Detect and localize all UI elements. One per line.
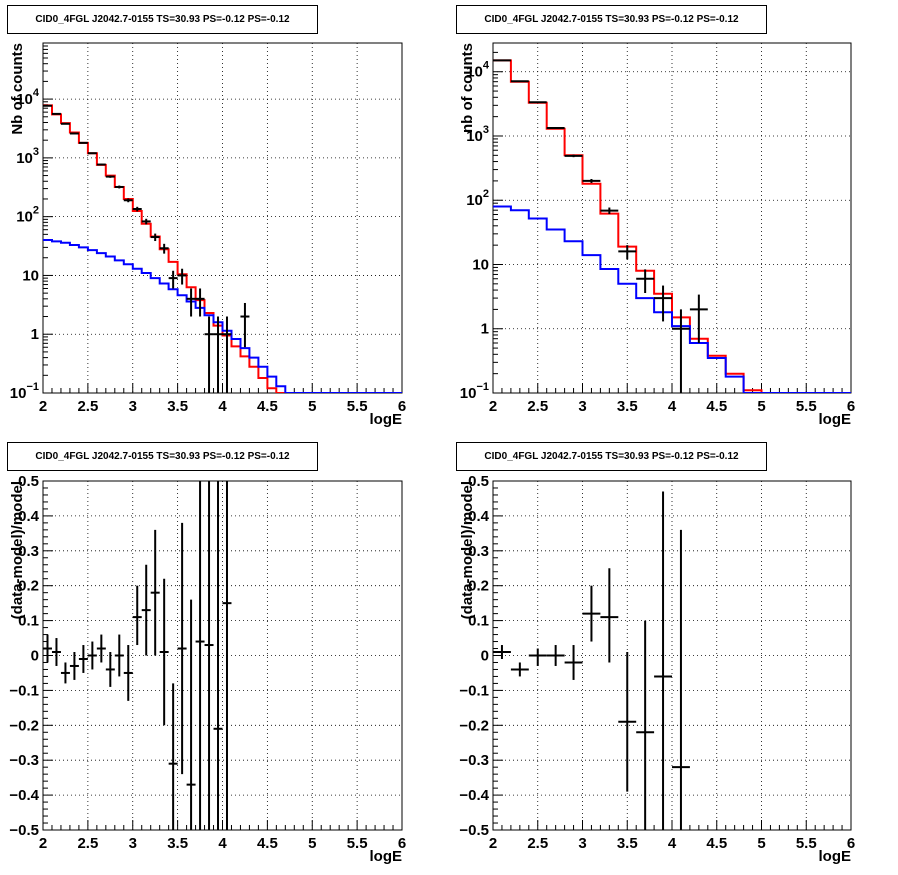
y-tick-label: −0.1	[9, 682, 39, 699]
y-tick-label: 0.2	[468, 578, 489, 595]
x-tick-label: 4	[668, 398, 677, 415]
x-tick-label: 3	[129, 398, 137, 415]
y-tick-label: −0.4	[9, 787, 39, 804]
y-axis-label: nb of counts	[459, 43, 476, 133]
x-tick-label: 6	[847, 835, 855, 852]
x-tick-label: 2	[489, 835, 497, 852]
y-tick-label: 10−1	[10, 381, 39, 402]
x-tick-label: 5	[308, 835, 316, 852]
y-axis-label: (data-model)/model	[459, 481, 476, 619]
x-tick-label: 2	[39, 398, 47, 415]
x-tick-label: 4.5	[257, 398, 278, 415]
y-tick-label: 0	[481, 648, 489, 665]
x-tick-label: 6	[398, 835, 406, 852]
x-tick-label: 5	[757, 835, 765, 852]
y-tick-label: 0.1	[18, 613, 39, 630]
y-tick-label: −0.3	[459, 752, 489, 769]
x-axis-label: logE	[819, 848, 852, 865]
y-tick-label: −0.5	[459, 822, 489, 839]
y-tick-label: 0.3	[468, 543, 489, 560]
y-tick-label: 102	[466, 188, 489, 209]
panel-title: CID0_4FGL J2042.7-0155 TS=30.93 PS=-0.12…	[7, 5, 318, 34]
x-tick-label: 3	[129, 835, 137, 852]
y-tick-label: 103	[16, 146, 39, 167]
x-tick-label: 5.5	[347, 835, 368, 852]
y-tick-label: 1	[31, 326, 39, 343]
y-tick-label: 0.1	[468, 613, 489, 630]
y-tick-label: 0.5	[18, 473, 39, 490]
x-tick-label: 3.5	[167, 835, 188, 852]
x-axis-label: logE	[370, 411, 403, 428]
y-tick-label: 102	[16, 205, 39, 226]
panel-title: CID0_4FGL J2042.7-0155 TS=30.93 PS=-0.12…	[456, 5, 767, 34]
y-tick-label: −0.1	[459, 682, 489, 699]
y-tick-label: −0.3	[9, 752, 39, 769]
x-tick-label: 4	[218, 398, 227, 415]
x-axis-label: logE	[819, 411, 852, 428]
y-tick-label: 10−1	[460, 381, 489, 402]
histogram-series-2	[43, 239, 402, 393]
x-tick-label: 4	[668, 835, 677, 852]
x-tick-label: 5.5	[347, 398, 368, 415]
y-tick-label: 0	[31, 648, 39, 665]
histogram-series-1	[43, 104, 402, 393]
x-tick-label: 3.5	[617, 398, 638, 415]
x-tick-label: 4.5	[706, 835, 727, 852]
x-tick-label: 5	[757, 398, 765, 415]
y-tick-label: 0.4	[468, 508, 490, 525]
y-axis-label: Nb of counts	[9, 43, 26, 135]
panel-title: CID0_4FGL J2042.7-0155 TS=30.93 PS=-0.12…	[7, 442, 318, 471]
y-tick-label: 0.5	[468, 473, 489, 490]
y-tick-label: −0.2	[9, 717, 39, 734]
data-layer	[493, 59, 851, 393]
x-tick-label: 5	[308, 398, 316, 415]
x-tick-label: 2.5	[527, 835, 548, 852]
chart-panel-4: 2 2.5 3 3.5 4 4.5 5 5.5 6 −0.5 −0.4 −0.3 −0.2 −0.1 0 0.…	[459, 473, 855, 865]
x-tick-label: 3	[578, 835, 586, 852]
data-layer	[43, 481, 232, 830]
x-tick-label: 4.5	[257, 835, 278, 852]
x-tick-label: 2	[39, 835, 47, 852]
y-tick-label: 0.2	[18, 578, 39, 595]
x-tick-label: 5.5	[796, 398, 817, 415]
x-tick-label: 6	[398, 398, 406, 415]
y-tick-label: −0.4	[459, 787, 489, 804]
y-tick-label: 10	[22, 267, 39, 284]
chart-panel-3: 2 2.5 3 3.5 4 4.5 5 5.5 6 −0.5 −0.4 −0.3 −0.2 −0.1 0 0.…	[9, 473, 406, 865]
x-tick-label: 2.5	[77, 835, 98, 852]
x-tick-label: 3.5	[167, 398, 188, 415]
chart-panel-2: 2 2.5 3 3.5 4 4.5 5 5.5 610−1110102103104logEnb …	[459, 42, 855, 428]
x-tick-label: 2.5	[77, 398, 98, 415]
y-tick-label: 0.3	[18, 543, 39, 560]
data-layer	[493, 491, 690, 830]
histogram-series-1	[493, 59, 851, 393]
chart-panel-1: 2 2.5 3 3.5 4 4.5 5 5.5 610−1110102103104logENb …	[9, 42, 406, 428]
x-tick-label: 6	[847, 398, 855, 415]
y-tick-label: 0.4	[18, 508, 40, 525]
x-tick-label: 5.5	[796, 835, 817, 852]
y-tick-label: 1	[481, 321, 489, 338]
y-tick-label: 10	[472, 256, 489, 273]
x-tick-label: 3.5	[617, 835, 638, 852]
x-tick-label: 3	[578, 398, 586, 415]
y-tick-label: −0.2	[459, 717, 489, 734]
y-axis-label: (data-model)/model	[9, 481, 26, 619]
x-tick-label: 2	[489, 398, 497, 415]
x-tick-label: 2.5	[527, 398, 548, 415]
x-axis-label: logE	[370, 848, 403, 865]
x-tick-label: 4	[218, 835, 227, 852]
panel-title: CID0_4FGL J2042.7-0155 TS=30.93 PS=-0.12…	[456, 442, 767, 471]
data-layer	[43, 104, 402, 393]
x-tick-label: 4.5	[706, 398, 727, 415]
y-tick-label: −0.5	[9, 822, 39, 839]
